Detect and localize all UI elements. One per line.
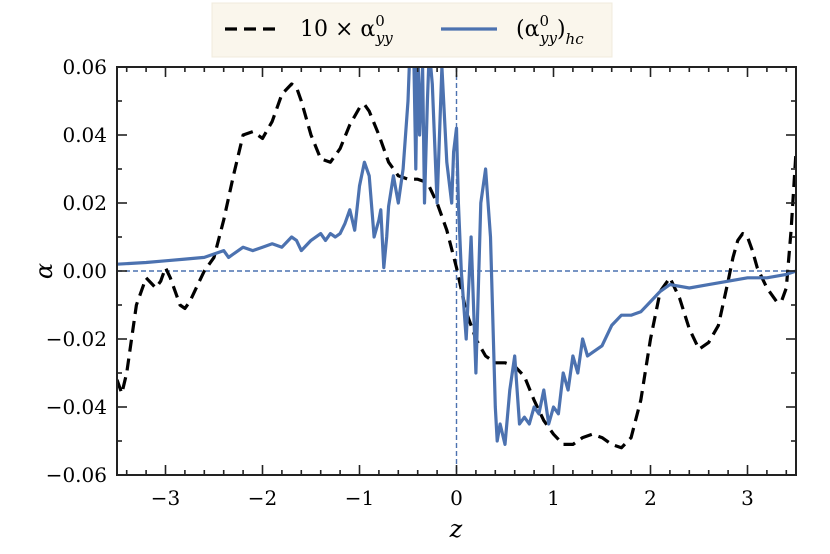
plot-frame xyxy=(116,66,797,476)
y-tick-label: 0.06 xyxy=(62,55,107,79)
legend-label-alpha-hc: (α0 yy)hc xyxy=(516,12,584,48)
legend-label-10-alpha: 10 × α0 yy xyxy=(300,12,393,47)
x-tick-label: 3 xyxy=(741,486,754,510)
x-tick-label: 2 xyxy=(644,486,657,510)
y-tick-label: 0.04 xyxy=(62,123,107,147)
y-tick-label: 0.00 xyxy=(62,259,107,283)
x-tick-label: −1 xyxy=(345,486,374,510)
legend: 10 × α0 yy (α0 yy)hc xyxy=(211,2,613,58)
y-tick-label: −0.04 xyxy=(46,395,107,419)
y-tick-label: −0.02 xyxy=(46,327,107,351)
x-tick-label: 0 xyxy=(450,486,463,510)
series-line-1 xyxy=(117,67,796,446)
series-layer xyxy=(117,67,796,450)
x-tick-label: 1 xyxy=(547,486,560,510)
y-tick-label: 0.02 xyxy=(62,191,107,215)
tick-labels: −3 −2 −1 0 1 2 3 0.06 0.04 0.02 0.00 −0.02 −0.04 −0.0… xyxy=(46,55,754,510)
y-axis-title: α xyxy=(30,263,58,279)
x-tick-label: −3 xyxy=(151,486,180,510)
y-tick-label: −0.06 xyxy=(46,463,107,487)
x-tick-label: −2 xyxy=(248,486,277,510)
series-line-0 xyxy=(117,82,796,450)
x-axis-title: z xyxy=(449,515,463,543)
legend-box xyxy=(211,2,613,58)
